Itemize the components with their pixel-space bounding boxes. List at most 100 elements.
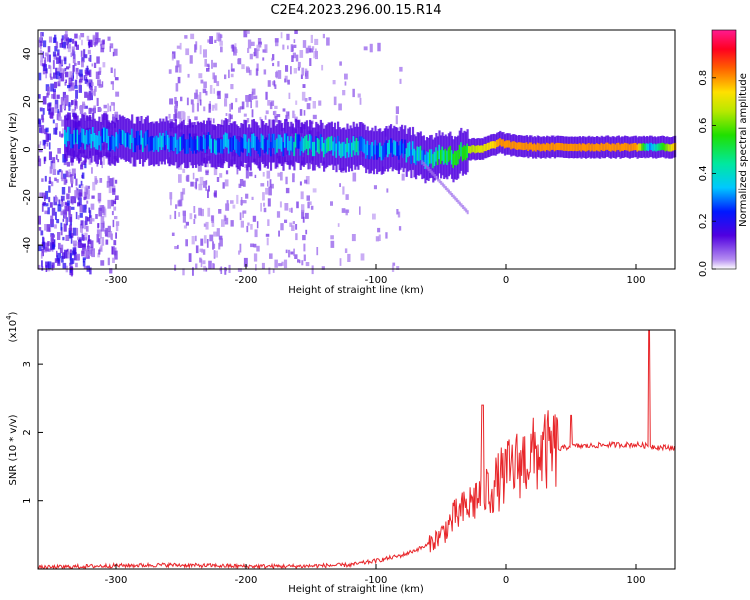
spectrogram-noise-cell: [57, 109, 60, 114]
spectrogram-noise-cell: [208, 103, 211, 113]
spectrogram-noise-cell: [199, 99, 202, 106]
spectrogram-noise-cell: [114, 77, 119, 81]
spectrogram-ridge-core: [282, 142, 285, 157]
spectrogram-noise-cell: [69, 258, 73, 265]
spectrogram-noise-cell: [38, 148, 43, 153]
spectrogram-noise-cell: [56, 250, 58, 258]
spectrogram-noise-cell: [40, 230, 44, 236]
spectrogram-noise-cell: [182, 168, 186, 173]
spectrogram-noise-cell: [63, 223, 67, 232]
spectrogram-y-tick-label: 20: [22, 95, 33, 108]
spectrogram-noise-cell: [192, 267, 194, 276]
spectrogram-noise-cell: [267, 180, 269, 187]
spectrogram-noise-cell: [91, 82, 94, 86]
spectrogram-noise-cell: [64, 94, 69, 104]
spectrogram-noise-cell: [255, 264, 257, 271]
spectrogram-ridge-core: [358, 136, 361, 151]
spectrogram-ridge-core: [429, 149, 432, 164]
spectrogram-noise-cell: [213, 75, 217, 83]
spectrogram-ridge-core: [472, 145, 475, 153]
spectrogram-noise-cell: [77, 236, 80, 240]
spectrogram-ridge-core: [477, 145, 480, 153]
spectrogram-ridge-core: [230, 137, 234, 152]
colorbar: 0.0 0.2 0.4 0.6 0.8 Normalized spectral ampl…: [698, 29, 749, 277]
spectrogram-noise-cell: [113, 102, 115, 111]
spectrogram-ridge-core: [187, 139, 190, 154]
spectrogram-ridge-core: [82, 129, 85, 144]
spectrogram-noise-cell: [198, 207, 202, 216]
spectrogram-ridge-core: [594, 144, 597, 152]
spectrogram-noise-cell: [201, 249, 204, 253]
spectrogram-ridge-core: [96, 135, 99, 150]
spectrogram-noise-cell: [229, 103, 231, 112]
spectrogram-noise-cell: [48, 151, 52, 161]
spectrogram-ridge-core: [176, 139, 179, 155]
spectrogram-noise-cell: [185, 176, 188, 181]
spectrogram-noise-cell: [243, 113, 247, 117]
spectrogram-noise-cell: [65, 71, 69, 78]
spectrogram-noise-cell: [93, 88, 96, 97]
spectrogram-ridge-core: [480, 145, 483, 153]
spectrogram-noise-cell: [54, 46, 58, 52]
spectrogram-noise-cell: [82, 204, 87, 213]
spectrogram-noise-cell: [177, 76, 181, 84]
spectrogram-noise-cell: [281, 261, 284, 266]
spectrogram-noise-cell: [67, 43, 71, 53]
spectrogram-branch-cell: [448, 189, 450, 194]
spectrogram-noise-cell: [266, 170, 271, 179]
spectrogram-noise-cell: [40, 125, 45, 134]
spectrogram-noise-cell: [378, 234, 381, 241]
spectrogram-noise-cell: [299, 109, 303, 116]
spectrogram-noise-cell: [208, 260, 212, 270]
spectrogram-ridge-core: [488, 142, 491, 150]
spectrogram-noise-cell: [39, 50, 42, 54]
spectrogram-noise-cell: [219, 267, 222, 272]
spectrogram-ridge-core: [464, 146, 468, 161]
spectrogram-ridge-core: [494, 141, 497, 149]
spectrogram-noise-cell: [72, 240, 77, 246]
spectrogram-ridge-core: [418, 147, 421, 162]
spectrogram-ridge-core: [424, 154, 427, 169]
spectrogram-noise-cell: [86, 35, 90, 42]
spectrogram-noise-cell: [63, 69, 65, 74]
spectrogram-noise-cell: [106, 181, 110, 188]
spectrogram-noise-cell: [57, 204, 62, 212]
spectrogram-noise-cell: [220, 46, 223, 53]
spectrogram-noise-cell: [302, 235, 306, 241]
spectrogram-noise-cell: [68, 77, 73, 87]
spectrogram-noise-cell: [241, 64, 245, 70]
spectrogram-ridge-core: [575, 144, 578, 152]
spectrogram-ridge-core: [599, 144, 602, 152]
spectrogram-noise-cell: [392, 262, 396, 266]
spectrogram-noise-cell: [107, 175, 110, 183]
spectrogram-noise-cell: [194, 214, 197, 219]
spectrogram-noise-cell: [220, 119, 223, 127]
spectrogram-noise-cell: [59, 72, 62, 79]
spectrogram-ridge-core: [461, 147, 464, 162]
spectrogram-noise-cell: [195, 180, 197, 190]
spectrogram-noise-cell: [80, 50, 83, 57]
spectrogram-noise-cell: [42, 108, 45, 115]
spectrogram-noise-cell: [113, 240, 117, 246]
spectrogram-noise-cell: [294, 30, 298, 34]
spectrogram-noise-cell: [187, 115, 190, 122]
spectrogram-noise-cell: [78, 35, 81, 40]
spectrogram-noise-cell: [41, 114, 44, 121]
spectrogram-noise-cell: [261, 262, 265, 269]
spectrogram-noise-cell: [108, 186, 112, 194]
spectrogram-noise-cell: [180, 110, 185, 120]
spectrogram-noise-cell: [55, 127, 58, 135]
spectrogram-ridge-core: [293, 141, 296, 157]
spectrogram-ridge-core: [352, 136, 355, 151]
spectrogram-noise-cell: [211, 104, 215, 111]
spectrogram-noise-cell: [87, 189, 90, 196]
snr-series: [38, 330, 675, 569]
spectrogram-noise-cell: [225, 203, 230, 211]
spectrogram-noise-cell: [77, 241, 81, 248]
spectrogram-noise-cell: [344, 73, 348, 80]
spectrogram-noise-cell: [90, 203, 95, 210]
spectrogram-noise-cell: [82, 160, 86, 165]
spectrogram-noise-cell: [115, 195, 119, 200]
spectrogram-ridge-core: [368, 145, 371, 160]
